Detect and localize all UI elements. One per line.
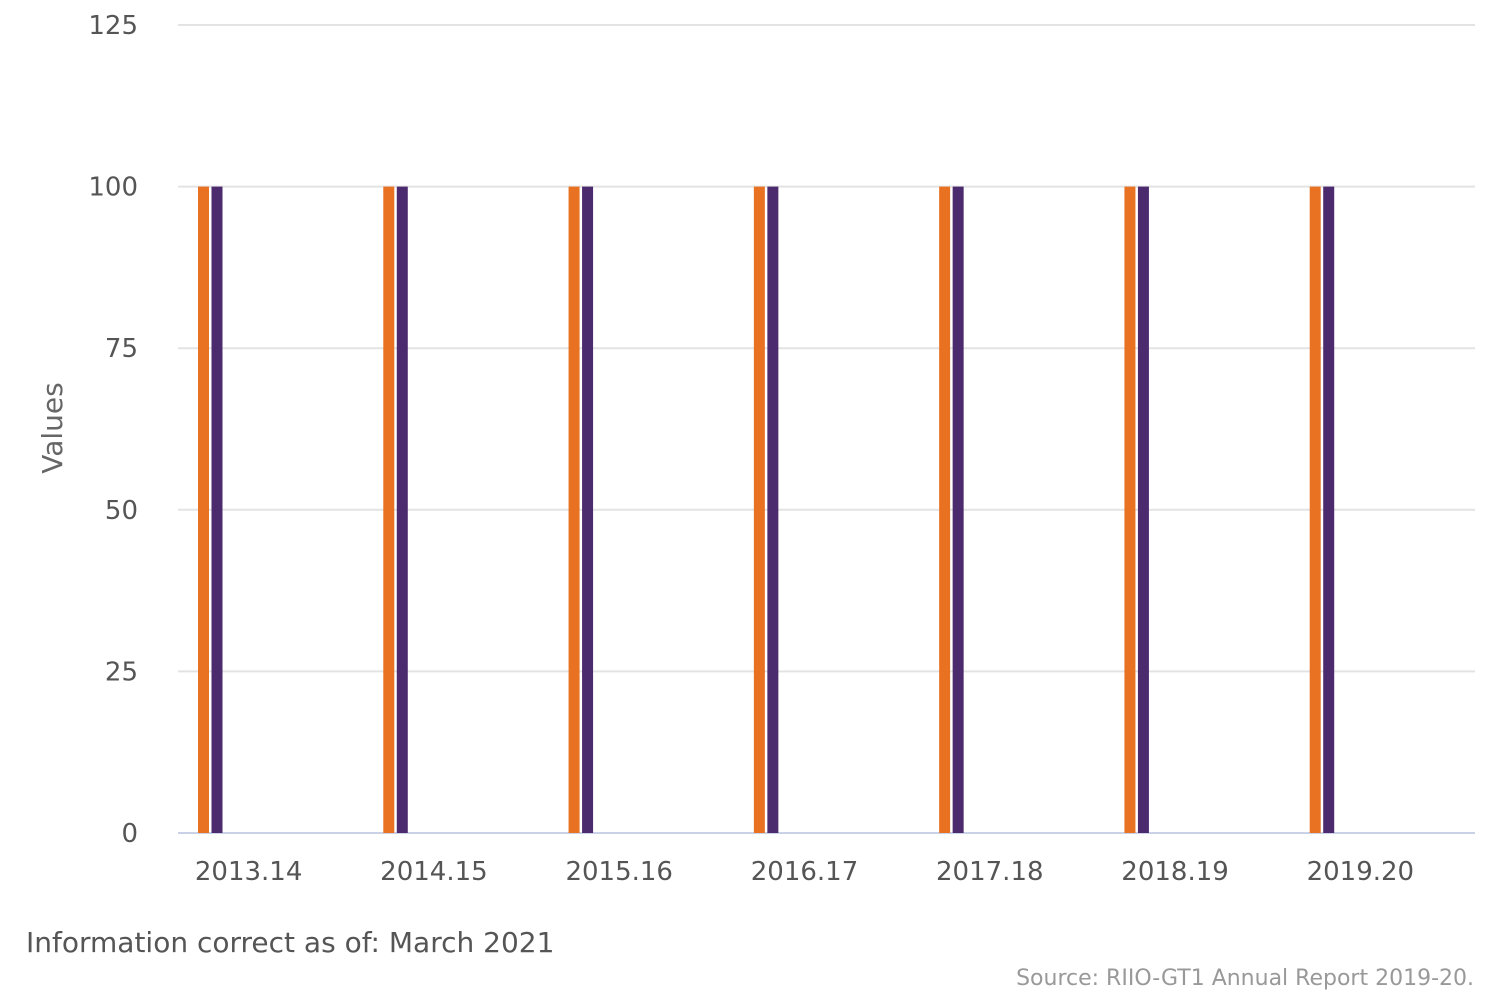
x-tick-label: 2017.18 <box>936 857 1044 887</box>
y-tick-label: 125 <box>88 11 138 41</box>
x-tick-label: 2013.14 <box>195 857 303 887</box>
source-note: Source: RIIO-GT1 Annual Report 2019-20. <box>1016 966 1474 991</box>
bar-series-1 <box>1124 186 1136 834</box>
bar-series-2 <box>952 186 964 834</box>
bar-series-2 <box>211 186 223 834</box>
x-tick-label: 2018.19 <box>1121 857 1229 887</box>
y-gridlines <box>178 24 1475 834</box>
x-tick-labels: 2013.14 2014.15 2015.16 2016.17 2017.18 2018.… <box>195 857 1414 887</box>
y-tick-label: 0 <box>121 819 138 849</box>
bar-series-2 <box>582 186 594 834</box>
y-axis-title: Values <box>36 382 69 473</box>
bar-series-2 <box>1323 186 1335 834</box>
bars <box>198 186 1335 834</box>
bar-series-2 <box>767 186 779 834</box>
info-date-note: Information correct as of: March 2021 <box>26 926 555 959</box>
y-tick-label: 50 <box>105 496 138 526</box>
y-tick-label: 100 <box>88 173 138 203</box>
bar-series-1 <box>568 186 580 834</box>
y-tick-label: 25 <box>105 657 138 687</box>
bar-series-1 <box>939 186 951 834</box>
bar-series-2 <box>1137 186 1149 834</box>
y-tick-labels: 0 25 50 75 100 125 <box>88 11 138 849</box>
x-tick-label: 2019.20 <box>1307 857 1415 887</box>
bar-series-1 <box>1309 186 1321 834</box>
y-tick-label: 75 <box>105 334 138 364</box>
x-tick-label: 2015.16 <box>565 857 673 887</box>
x-tick-label: 2016.17 <box>751 857 859 887</box>
bar-series-2 <box>396 186 408 834</box>
bar-series-1 <box>383 186 395 834</box>
bar-series-1 <box>753 186 765 834</box>
x-tick-label: 2014.15 <box>380 857 488 887</box>
bar-series-1 <box>198 186 209 834</box>
